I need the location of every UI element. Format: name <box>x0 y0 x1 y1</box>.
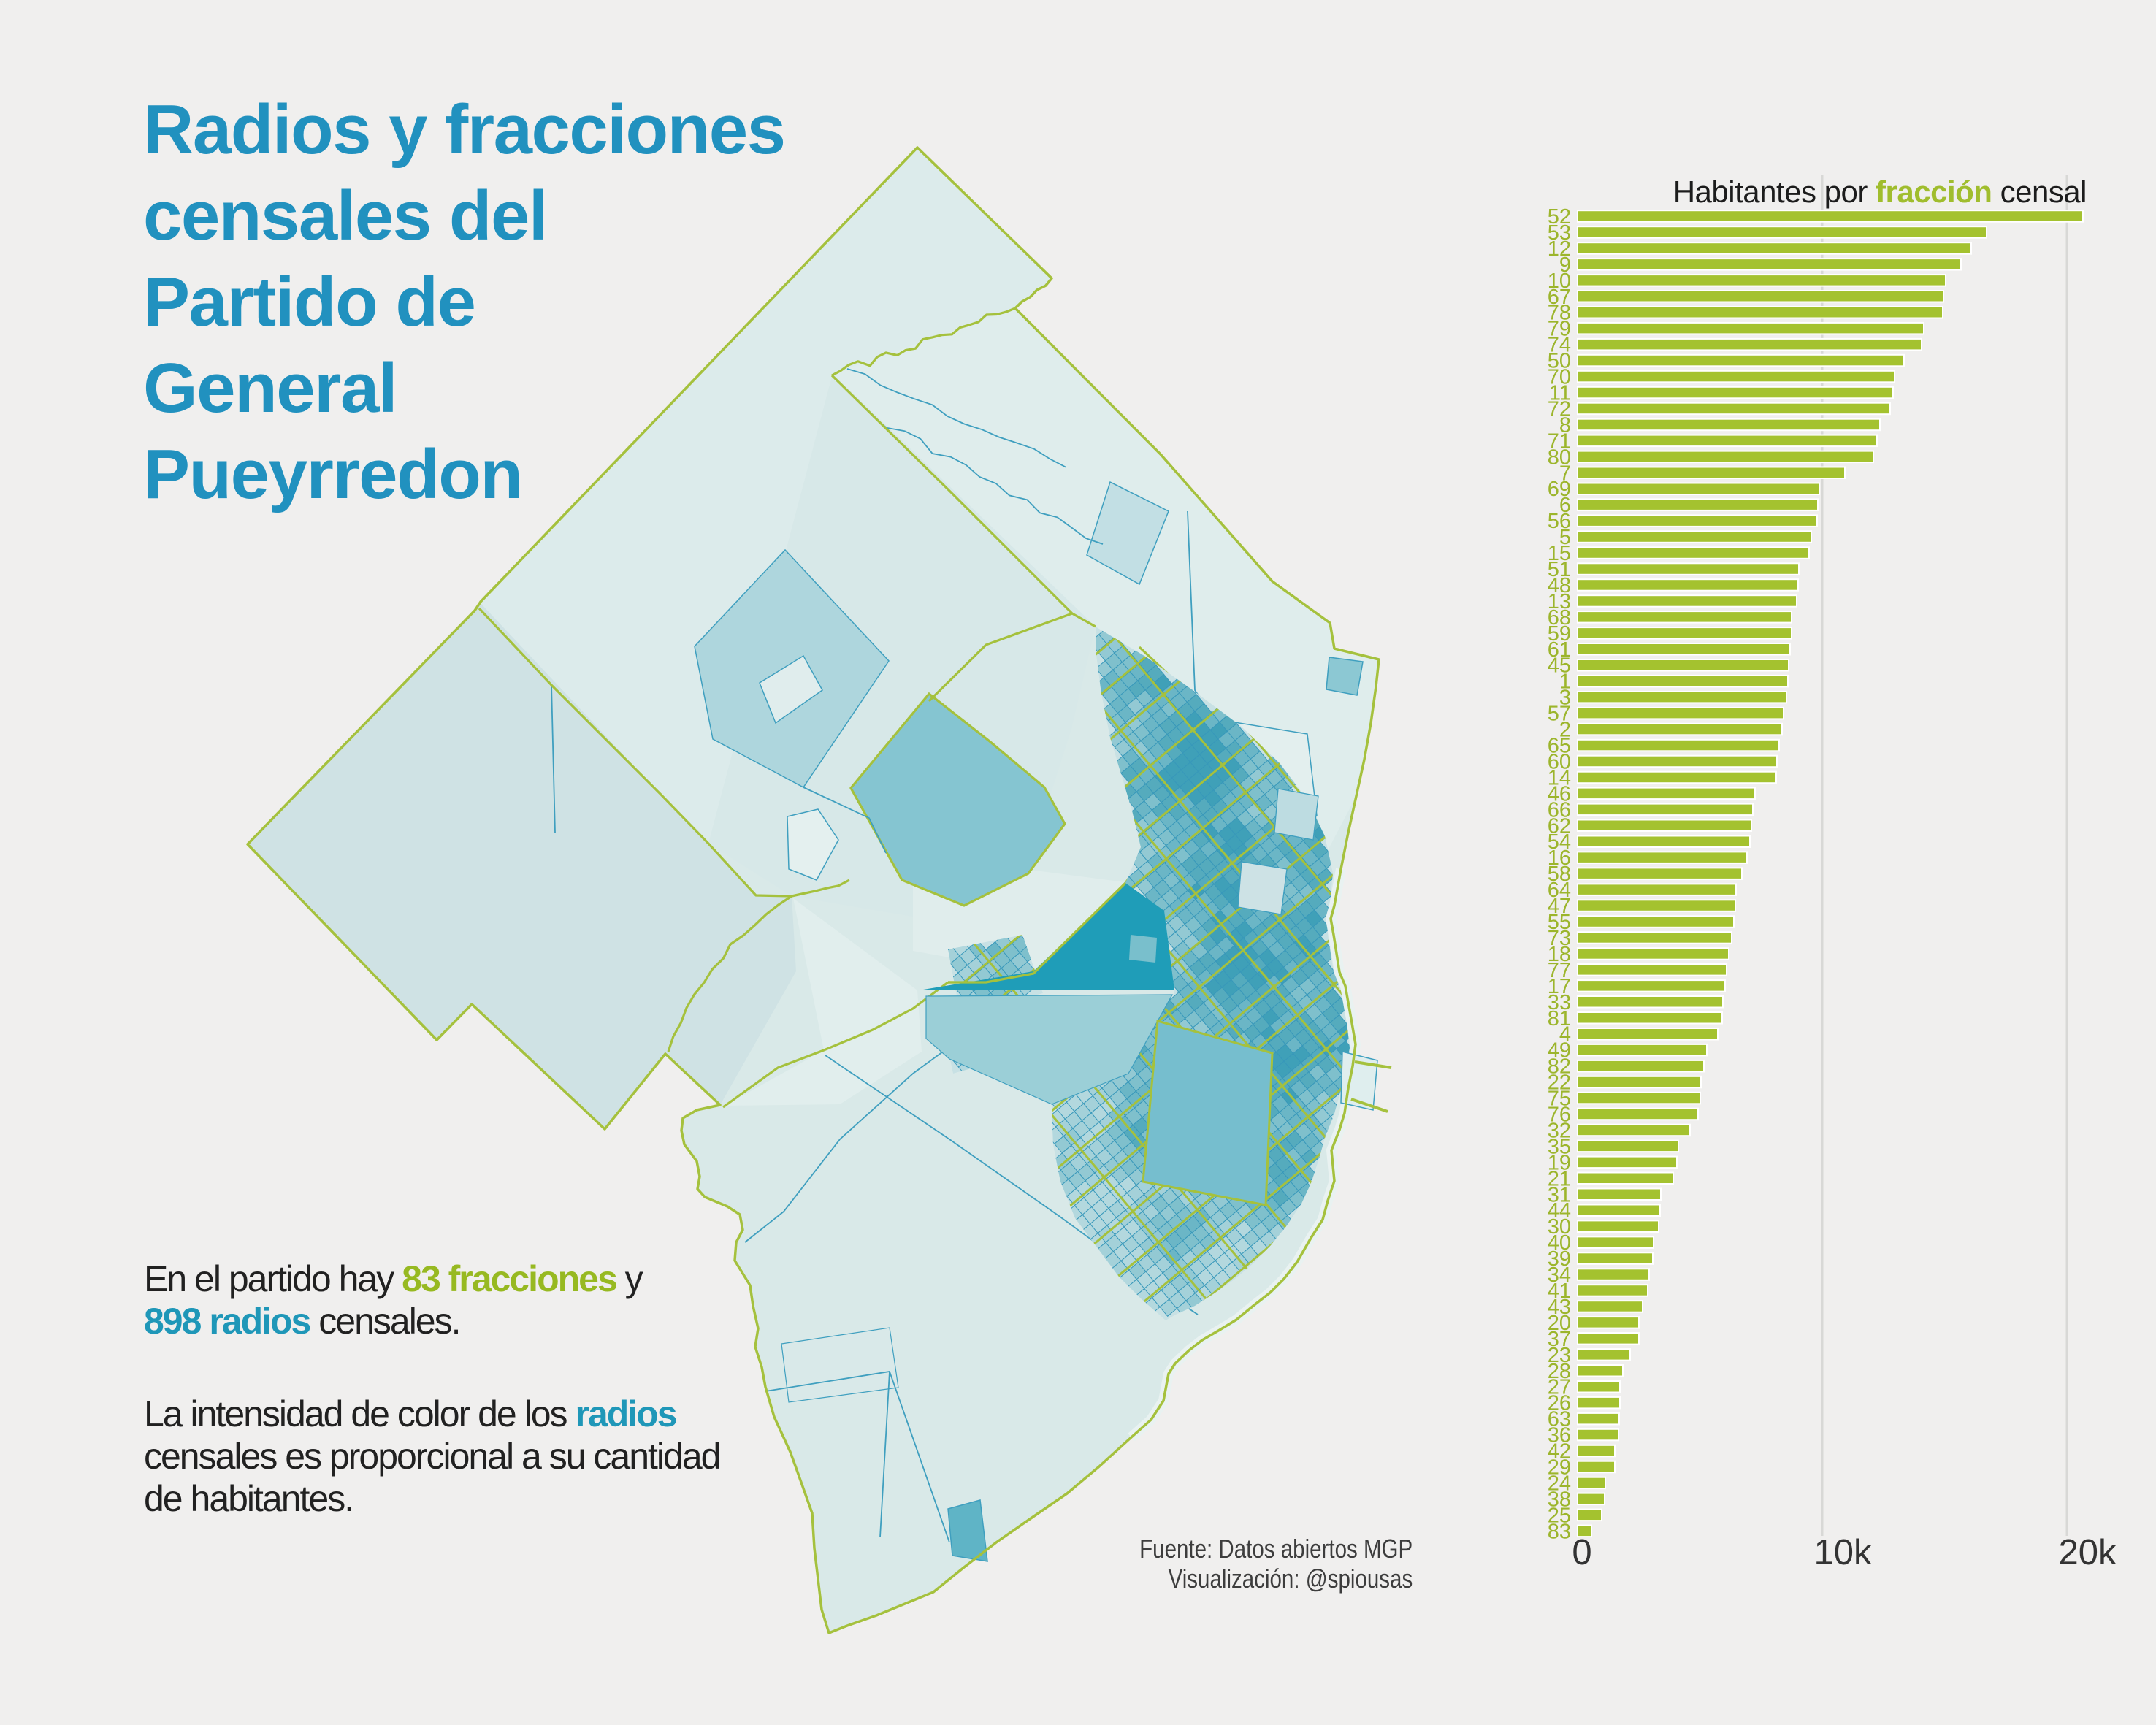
svg-text:47: 47 <box>1548 895 1571 918</box>
svg-text:69: 69 <box>1548 478 1571 501</box>
svg-text:4: 4 <box>1559 1023 1571 1047</box>
svg-text:6: 6 <box>1559 494 1571 517</box>
svg-text:52: 52 <box>1548 205 1571 229</box>
svg-text:35: 35 <box>1548 1135 1571 1158</box>
svg-text:42: 42 <box>1548 1440 1571 1464</box>
svg-text:68: 68 <box>1548 606 1571 630</box>
svg-text:43: 43 <box>1548 1296 1571 1319</box>
svg-text:74: 74 <box>1548 334 1571 357</box>
svg-text:15: 15 <box>1548 542 1571 565</box>
svg-text:14: 14 <box>1548 766 1571 789</box>
svg-text:48: 48 <box>1548 574 1571 597</box>
svg-text:71: 71 <box>1548 429 1571 453</box>
svg-text:40: 40 <box>1548 1231 1571 1255</box>
svg-text:67: 67 <box>1548 286 1571 309</box>
svg-text:3: 3 <box>1559 686 1571 710</box>
svg-text:21: 21 <box>1548 1167 1571 1190</box>
svg-text:1: 1 <box>1559 670 1571 694</box>
svg-text:81: 81 <box>1548 1007 1571 1030</box>
svg-text:80: 80 <box>1548 445 1571 469</box>
svg-text:51: 51 <box>1548 558 1571 581</box>
svg-text:20k: 20k <box>2058 1533 2117 1572</box>
svg-text:72: 72 <box>1548 398 1571 421</box>
svg-text:32: 32 <box>1548 1119 1571 1142</box>
svg-text:27: 27 <box>1548 1376 1571 1399</box>
svg-text:55: 55 <box>1548 911 1571 934</box>
svg-text:82: 82 <box>1548 1055 1571 1079</box>
svg-text:63: 63 <box>1548 1408 1571 1431</box>
svg-text:18: 18 <box>1548 943 1571 966</box>
svg-text:11: 11 <box>1549 382 1571 405</box>
svg-text:78: 78 <box>1548 302 1571 325</box>
svg-text:54: 54 <box>1548 830 1571 854</box>
svg-text:39: 39 <box>1548 1247 1571 1271</box>
svg-text:66: 66 <box>1548 798 1571 822</box>
svg-text:30: 30 <box>1548 1215 1571 1239</box>
svg-text:Habitantes por fracción censal: Habitantes por fracción censal <box>1673 175 2087 209</box>
svg-text:13: 13 <box>1548 590 1571 613</box>
svg-text:45: 45 <box>1548 654 1571 678</box>
svg-text:62: 62 <box>1548 814 1571 838</box>
svg-text:60: 60 <box>1548 751 1571 774</box>
svg-text:19: 19 <box>1548 1151 1571 1174</box>
svg-text:70: 70 <box>1548 366 1571 389</box>
svg-text:5: 5 <box>1559 526 1571 549</box>
svg-text:77: 77 <box>1548 959 1571 982</box>
svg-text:64: 64 <box>1548 879 1571 902</box>
svg-text:38: 38 <box>1548 1488 1571 1511</box>
svg-text:10: 10 <box>1548 269 1571 293</box>
svg-text:28: 28 <box>1548 1360 1571 1383</box>
svg-text:12: 12 <box>1548 237 1571 261</box>
svg-text:46: 46 <box>1548 782 1571 806</box>
svg-text:17: 17 <box>1548 975 1571 998</box>
svg-text:56: 56 <box>1548 510 1571 533</box>
svg-text:16: 16 <box>1548 846 1571 870</box>
svg-text:33: 33 <box>1548 991 1571 1014</box>
svg-text:10k: 10k <box>1813 1533 1872 1572</box>
svg-text:44: 44 <box>1548 1199 1571 1223</box>
svg-text:75: 75 <box>1548 1087 1571 1111</box>
svg-text:59: 59 <box>1548 622 1571 646</box>
svg-text:2: 2 <box>1559 719 1571 742</box>
svg-text:41: 41 <box>1548 1280 1571 1303</box>
svg-text:65: 65 <box>1548 735 1571 758</box>
svg-text:34: 34 <box>1548 1263 1571 1287</box>
svg-text:24: 24 <box>1548 1472 1571 1495</box>
svg-text:9: 9 <box>1559 253 1571 277</box>
svg-text:61: 61 <box>1548 638 1571 662</box>
svg-text:7: 7 <box>1559 462 1571 485</box>
svg-text:37: 37 <box>1548 1328 1571 1351</box>
svg-text:83: 83 <box>1548 1520 1571 1543</box>
svg-text:26: 26 <box>1548 1392 1571 1415</box>
svg-text:20: 20 <box>1548 1312 1571 1335</box>
svg-text:0: 0 <box>1572 1533 1591 1572</box>
svg-text:53: 53 <box>1548 221 1571 245</box>
svg-text:79: 79 <box>1548 318 1571 341</box>
svg-text:31: 31 <box>1548 1183 1571 1206</box>
svg-text:49: 49 <box>1548 1039 1571 1063</box>
svg-text:73: 73 <box>1548 927 1571 950</box>
svg-text:29: 29 <box>1548 1456 1571 1480</box>
svg-text:22: 22 <box>1548 1071 1571 1095</box>
svg-text:23: 23 <box>1548 1344 1571 1367</box>
svg-text:25: 25 <box>1548 1504 1571 1527</box>
svg-text:76: 76 <box>1548 1104 1571 1127</box>
svg-text:36: 36 <box>1548 1424 1571 1447</box>
svg-text:8: 8 <box>1559 413 1571 437</box>
svg-text:57: 57 <box>1548 703 1571 726</box>
svg-text:50: 50 <box>1548 350 1571 373</box>
svg-text:58: 58 <box>1548 862 1571 886</box>
